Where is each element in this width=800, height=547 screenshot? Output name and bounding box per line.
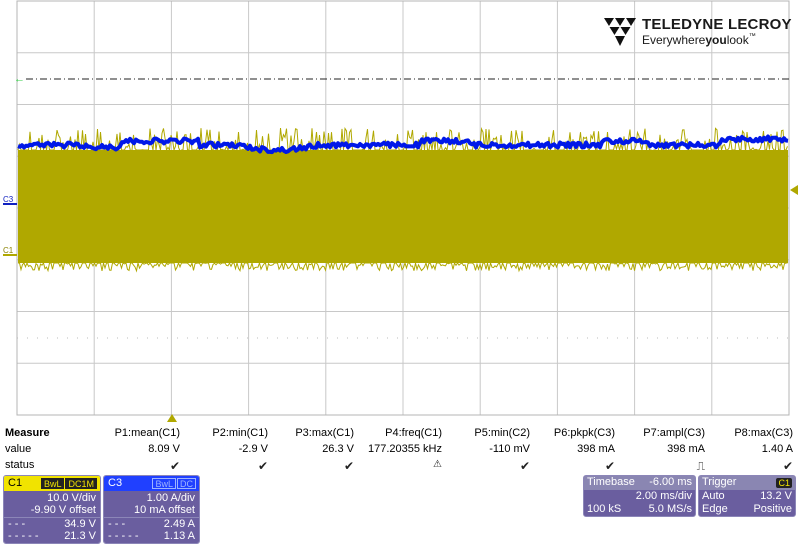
measure-param-value[interactable]: 398 mA: [667, 443, 705, 455]
trigger-descriptor-box[interactable]: Trigger C1 Auto 13.2 V Edge Positive: [698, 475, 796, 517]
teledyne-lecroy-logo: TELEDYNE LECROY Everywhereyoulook™: [602, 14, 792, 50]
timebase-title: Timebase: [587, 476, 635, 488]
c1-cursor2-label: - - - - -: [8, 530, 39, 542]
timebase-samples: 100 kS: [587, 503, 622, 515]
measure-param-name[interactable]: P7:ampl(C3): [643, 427, 705, 439]
c3-channel-label: C3: [108, 477, 123, 489]
timebase-delay: -6.00 ms: [649, 476, 692, 488]
measure-status-check-icon: ✔: [782, 459, 793, 473]
measure-status-check-icon: ✔: [257, 459, 268, 473]
trigger-title: Trigger: [702, 476, 737, 488]
c3-bwl-badge: BwL: [152, 478, 176, 489]
c1-offset: -9.90 V offset: [30, 504, 96, 516]
timebase-tdiv: 2.00 ms/div: [635, 490, 692, 502]
measure-table[interactable]: Measure P1:mean(C1) P2:min(C1) P3:max(C1) P…: [0, 426, 800, 474]
logo-tagline: Everywhereyoulook™: [642, 33, 756, 47]
trigger-channel-badge: C1: [776, 478, 792, 488]
measure-param-value[interactable]: 398 mA: [577, 443, 615, 455]
measure-param-name[interactable]: P6:pkpk(C3): [553, 427, 615, 439]
c1-channel-label: C1: [8, 477, 23, 489]
lecroy-logo-icon: [604, 18, 636, 46]
measure-title: Measure: [5, 427, 50, 439]
c1-trace-bottom-edge: [18, 261, 788, 273]
timebase-descriptor-box[interactable]: Timebase -6.00 ms 2.00 ms/div 100 kS 5.0…: [583, 475, 696, 517]
c1-ground-marker[interactable]: C1: [3, 246, 17, 256]
measure-param-name[interactable]: P8:max(C3): [734, 427, 793, 439]
trigger-level-marker-icon[interactable]: ←: [14, 73, 25, 85]
measure-status-row: status ✔ ✔ ✔ ⚠ ✔ ✔ ⎍ ✔: [0, 458, 800, 474]
measure-param-value[interactable]: 1.40 A: [761, 443, 793, 455]
c1-vdiv: 10.0 V/div: [47, 492, 96, 504]
trigger-type: Edge: [702, 503, 728, 515]
measure-param-value[interactable]: -110 mV: [489, 443, 530, 455]
c1-descriptor-header[interactable]: C1 BwL DC1M: [4, 476, 100, 491]
c3-cursor1-label: - - -: [108, 518, 126, 530]
measure-status-pulse-icon: ⎍: [696, 459, 705, 473]
measure-param-value[interactable]: 8.09 V: [148, 443, 180, 455]
measure-status-warning-icon: ⚠: [433, 459, 442, 470]
grid-border: [16, 0, 790, 416]
c1-cursor1-value: 34.9 V: [64, 518, 96, 530]
c1-bwl-badge: BwL: [40, 478, 65, 489]
trigger-slope: Positive: [753, 503, 792, 515]
measure-param-name[interactable]: P2:min(C1): [212, 427, 268, 439]
c1-cursor2-value: 21.3 V: [64, 530, 96, 542]
c1-descriptor-box[interactable]: C1 BwL DC1M 10.0 V/div -9.90 V offset - …: [3, 475, 101, 544]
c3-descriptor-box[interactable]: C3 BwL DC 1.00 A/div 10 mA offset - - - 2…: [103, 475, 200, 544]
measure-value-label: value: [5, 443, 32, 455]
measure-param-name[interactable]: P3:max(C1): [295, 427, 354, 439]
measure-status-label: status: [5, 459, 35, 471]
c3-cursor2-value: 1.13 A: [163, 530, 195, 542]
trigger-mode: Auto: [702, 490, 725, 502]
trigger-position-marker-icon[interactable]: [167, 414, 177, 422]
scope-grid[interactable]: [0, 0, 800, 420]
measure-status-check-icon: ✔: [604, 459, 615, 473]
c3-adiv: 1.00 A/div: [146, 492, 195, 504]
measure-param-value[interactable]: -2.9 V: [238, 443, 268, 455]
c1-trace-band: [18, 150, 788, 263]
trigger-level-right-marker-icon[interactable]: [790, 185, 798, 195]
c3-descriptor-header[interactable]: C3 BwL DC: [104, 476, 199, 491]
c3-coupling-badge: DC: [177, 478, 196, 489]
c3-offset: 10 mA offset: [134, 504, 195, 516]
measure-status-check-icon: ✔: [169, 459, 180, 473]
measure-param-name[interactable]: P4:freq(C1): [385, 427, 442, 439]
logo-brand-text: TELEDYNE LECROY: [642, 16, 792, 33]
measure-status-check-icon: ✔: [519, 459, 530, 473]
c3-trace: [17, 134, 789, 155]
measure-param-value[interactable]: 26.3 V: [322, 443, 354, 455]
c1-coupling-badge: DC1M: [65, 478, 97, 489]
measure-header-row: Measure P1:mean(C1) P2:min(C1) P3:max(C1) P…: [0, 426, 800, 442]
c1-cursor1-label: - - -: [8, 518, 26, 530]
measure-param-value[interactable]: 177.20355 kHz: [368, 443, 442, 455]
c3-cursor2-label: - - - - -: [108, 530, 139, 542]
measure-param-name[interactable]: P5:min(C2): [474, 427, 530, 439]
trigger-level: 13.2 V: [760, 490, 792, 502]
timebase-rate: 5.0 MS/s: [648, 503, 692, 515]
c3-cursor1-value: 2.49 A: [163, 518, 195, 530]
measure-status-check-icon: ✔: [343, 459, 354, 473]
measure-param-name[interactable]: P1:mean(C1): [114, 427, 180, 439]
c3-ground-marker[interactable]: C3: [3, 195, 17, 205]
measure-value-row: value 8.09 V -2.9 V 26.3 V 177.20355 kHz -11…: [0, 442, 800, 458]
